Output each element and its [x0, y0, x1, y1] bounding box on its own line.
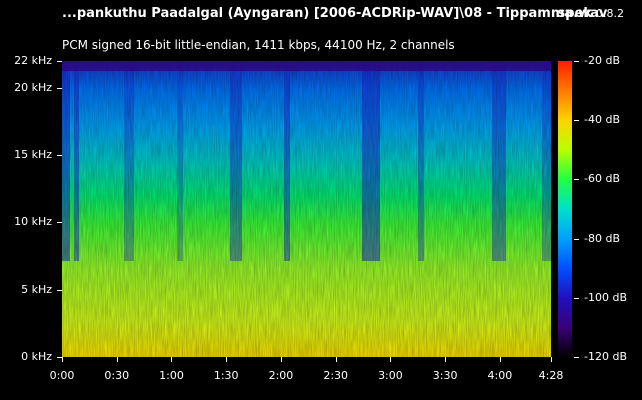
db-color-scale: [558, 61, 572, 357]
db-tick-mark: [574, 61, 579, 62]
db-tick-label: -20 dB: [584, 54, 620, 67]
db-tick-label: -40 dB: [584, 113, 620, 127]
frequency-tick-label: 5 kHz: [21, 282, 52, 296]
time-tick-label: 1:30: [213, 369, 239, 382]
db-tick-mark: [574, 297, 579, 299]
time-tick-label: 3:00: [378, 369, 403, 382]
time-tick-label: 0:00: [49, 369, 75, 382]
time-tick-mark: [445, 357, 447, 362]
time-tick-label: 2:00: [268, 369, 294, 382]
time-tick-label: 4:28: [538, 369, 564, 382]
time-tick-mark: [171, 357, 173, 362]
app-name: spek: [557, 6, 592, 21]
db-tick-label: -80 dB: [584, 231, 620, 245]
time-tick-label: 1:00: [159, 369, 184, 382]
time-tick-mark: [116, 357, 118, 362]
time-tick-label: 2:30: [323, 369, 349, 382]
time-tick-mark: [335, 357, 337, 362]
frequency-tick-label: 15 kHz: [14, 148, 52, 162]
db-tick-label: -120 dB: [584, 350, 627, 363]
db-tick-mark: [574, 238, 579, 240]
db-tick-mark: [574, 179, 579, 181]
db-tick-label: -100 dB: [584, 290, 627, 304]
frequency-tick-mark: [57, 61, 62, 62]
spectrogram[interactable]: [62, 61, 551, 357]
spectrogram-texture: [62, 61, 551, 357]
app-brand: spek 0.8.2: [557, 6, 624, 21]
file-title: ...pankuthu Paadalgal (Ayngaran) [2006-A…: [62, 6, 608, 21]
time-tick-mark: [499, 357, 501, 362]
time-tick-mark: [226, 357, 228, 362]
frequency-tick-label: 22 kHz: [14, 54, 52, 67]
frequency-tick-mark: [57, 222, 62, 224]
app-version: 0.8.2: [596, 7, 624, 20]
frequency-tick-label: 10 kHz: [14, 215, 52, 229]
db-tick-mark: [574, 120, 579, 122]
stream-info: PCM signed 16-bit little-endian, 1411 kb…: [62, 38, 455, 52]
time-tick-label: 3:30: [432, 369, 458, 382]
time-tick-mark: [62, 357, 63, 362]
time-tick-label: 4:00: [487, 369, 513, 382]
frequency-tick-label: 0 kHz: [21, 350, 52, 363]
time-tick-label: 0:30: [104, 369, 130, 382]
frequency-tick-mark: [57, 357, 62, 358]
frequency-tick-label: 20 kHz: [14, 80, 52, 94]
time-tick-mark: [280, 357, 282, 362]
frequency-tick-mark: [57, 87, 62, 89]
spectrogram-top-band: [62, 61, 551, 71]
time-tick-mark: [390, 357, 392, 362]
frequency-tick-mark: [57, 289, 62, 291]
db-tick-mark: [574, 357, 579, 358]
time-tick-mark: [551, 357, 552, 362]
frequency-tick-mark: [57, 155, 62, 157]
db-tick-label: -60 dB: [584, 172, 620, 186]
